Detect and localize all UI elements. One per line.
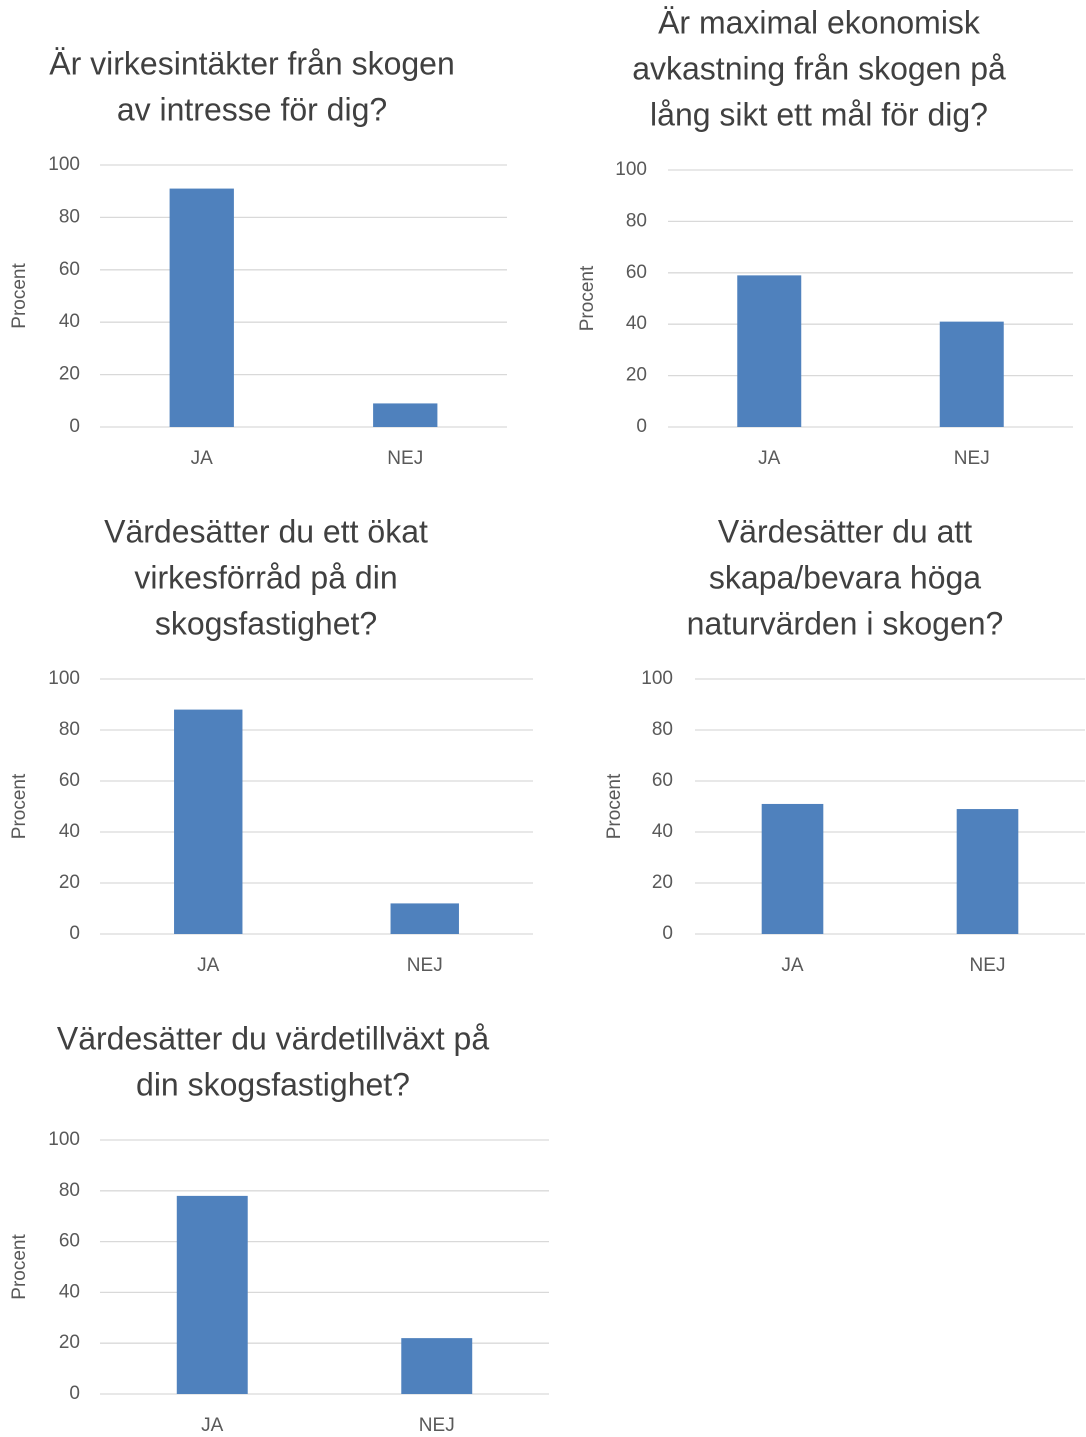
bar	[761, 803, 824, 934]
bar	[390, 903, 459, 934]
y-tick-label: 80	[59, 1180, 80, 1201]
x-tick-label: NEJ	[407, 955, 443, 976]
y-tick-label: 40	[59, 1281, 80, 1302]
chart-title: avkastning från skogen på	[632, 50, 1006, 86]
bar	[169, 188, 234, 427]
y-tick-label: 100	[615, 159, 647, 180]
y-tick-label: 40	[59, 821, 80, 842]
bar	[176, 1195, 248, 1394]
y-tick-label: 20	[59, 1332, 80, 1353]
chart-title: Är maximal ekonomisk	[658, 4, 981, 40]
y-tick-label: 20	[652, 872, 673, 893]
chart-title: naturvärden i skogen?	[687, 605, 1004, 641]
y-tick-label: 0	[69, 923, 80, 944]
y-tick-label: 60	[626, 262, 647, 283]
y-axis-label: Procent	[604, 773, 625, 839]
y-tick-label: 0	[662, 923, 673, 944]
y-tick-label: 20	[59, 872, 80, 893]
y-tick-label: 80	[626, 210, 647, 231]
y-tick-label: 60	[59, 259, 80, 280]
chart-title: din skogsfastighet?	[136, 1066, 410, 1102]
y-tick-label: 60	[652, 770, 673, 791]
chart-title: av intresse för dig?	[117, 91, 387, 127]
bar	[737, 275, 802, 427]
chart-title: Värdesätter du att	[718, 513, 972, 549]
chart-title: Värdesätter du ett ökat	[104, 513, 428, 549]
x-tick-label: JA	[191, 448, 214, 469]
y-tick-label: 60	[59, 1231, 80, 1252]
bar	[174, 709, 243, 934]
chart-title: Är virkesintäkter från skogen	[49, 45, 455, 81]
y-tick-label: 60	[59, 770, 80, 791]
bar	[956, 809, 1019, 934]
y-tick-label: 0	[69, 1383, 80, 1404]
y-tick-label: 100	[48, 154, 80, 175]
chart-title: skogsfastighet?	[155, 605, 377, 641]
bar	[373, 403, 438, 427]
y-axis-label: Procent	[577, 265, 598, 331]
x-tick-label: NEJ	[970, 955, 1006, 976]
y-tick-label: 100	[641, 668, 673, 689]
chart-title: lång sikt ett mål för dig?	[650, 96, 988, 132]
y-axis-label: Procent	[9, 773, 30, 839]
y-axis-label: Procent	[9, 1234, 30, 1300]
y-tick-label: 80	[59, 206, 80, 227]
y-axis-label: Procent	[9, 263, 30, 329]
x-tick-label: NEJ	[387, 448, 423, 469]
bar	[939, 321, 1004, 427]
y-tick-label: 40	[626, 313, 647, 334]
y-tick-label: 100	[48, 1129, 80, 1150]
chart-title: skapa/bevara höga	[709, 559, 981, 595]
x-tick-label: NEJ	[954, 448, 990, 469]
y-tick-label: 80	[652, 719, 673, 740]
x-tick-label: JA	[758, 448, 781, 469]
y-tick-label: 20	[626, 365, 647, 386]
y-tick-label: 0	[69, 416, 80, 437]
y-tick-label: 100	[48, 668, 80, 689]
x-tick-label: NEJ	[419, 1415, 455, 1436]
chart-title: virkesförråd på din	[134, 559, 397, 595]
chart-title: Värdesätter du värdetillväxt på	[57, 1020, 489, 1056]
y-tick-label: 0	[636, 416, 647, 437]
bar	[401, 1338, 473, 1394]
y-tick-label: 20	[59, 364, 80, 385]
x-tick-label: JA	[197, 955, 220, 976]
y-tick-label: 40	[59, 311, 80, 332]
x-tick-label: JA	[201, 1415, 224, 1436]
y-tick-label: 40	[652, 821, 673, 842]
x-tick-label: JA	[781, 955, 804, 976]
y-tick-label: 80	[59, 719, 80, 740]
